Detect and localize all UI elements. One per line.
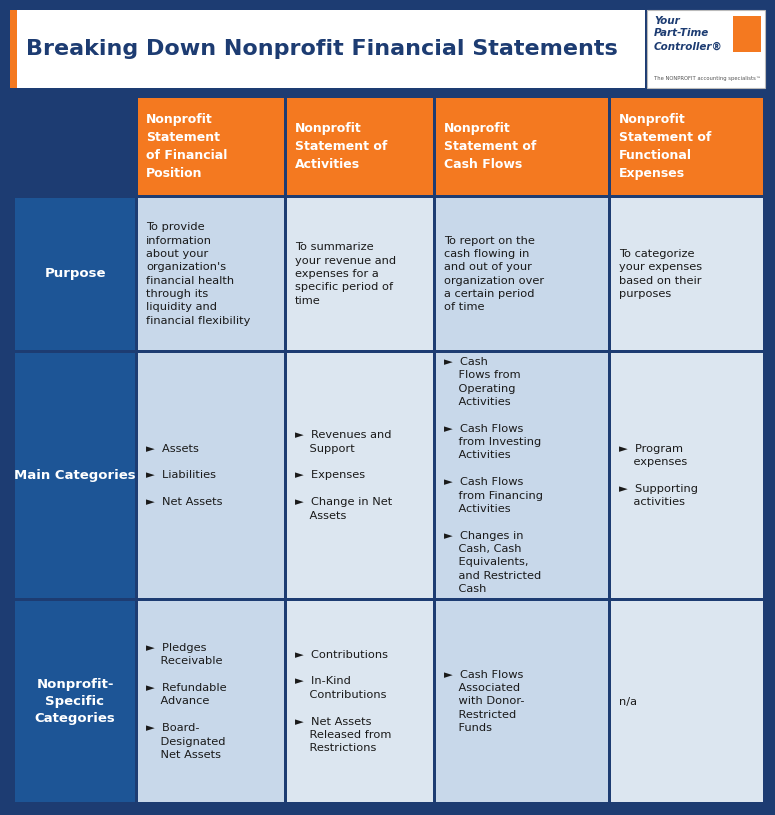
- Text: Breaking Down Nonprofit Financial Statements: Breaking Down Nonprofit Financial Statem…: [26, 39, 618, 59]
- Bar: [647, 10, 765, 88]
- Text: To provide
information
about your
organization's
financial health
through its
li: To provide information about your organi…: [146, 222, 250, 326]
- Bar: [287, 198, 433, 350]
- Bar: [15, 98, 135, 195]
- Text: Main Categories: Main Categories: [14, 469, 136, 482]
- Bar: [611, 601, 763, 802]
- Bar: [138, 353, 284, 598]
- Text: n/a: n/a: [619, 697, 637, 707]
- Text: Nonprofit
Statement
of Financial
Position: Nonprofit Statement of Financial Positio…: [146, 113, 227, 180]
- Text: ►  Cash Flows
    Associated
    with Donor-
    Restricted
    Funds: ► Cash Flows Associated with Donor- Rest…: [444, 670, 525, 734]
- Bar: [647, 10, 765, 88]
- Text: Nonprofit
Statement of
Cash Flows: Nonprofit Statement of Cash Flows: [444, 122, 536, 171]
- Bar: [611, 98, 763, 195]
- Bar: [138, 198, 284, 350]
- Text: Part-Time: Part-Time: [654, 28, 709, 38]
- Bar: [436, 353, 608, 598]
- Bar: [10, 10, 645, 88]
- Text: To summarize
your revenue and
expenses for a
specific period of
time: To summarize your revenue and expenses f…: [295, 242, 396, 306]
- Text: Nonprofit
Statement of
Activities: Nonprofit Statement of Activities: [295, 122, 388, 171]
- Text: Nonprofit-
Specific
Categories: Nonprofit- Specific Categories: [35, 678, 115, 725]
- Bar: [611, 198, 763, 350]
- Text: ►  Program
    expenses

►  Supporting
    activities: ► Program expenses ► Supporting activiti…: [619, 444, 698, 507]
- Bar: [611, 353, 763, 598]
- Bar: [436, 98, 608, 195]
- Bar: [15, 353, 135, 598]
- Text: The NONPROFIT accounting specialists™: The NONPROFIT accounting specialists™: [654, 76, 761, 81]
- Bar: [287, 353, 433, 598]
- Bar: [436, 198, 608, 350]
- Bar: [138, 601, 284, 802]
- Text: Purpose: Purpose: [44, 267, 105, 280]
- Text: To categorize
your expenses
based on their
purposes: To categorize your expenses based on the…: [619, 249, 702, 299]
- Bar: [436, 601, 608, 802]
- Text: ►  Pledges
    Receivable

►  Refundable
    Advance

►  Board-
    Designated
 : ► Pledges Receivable ► Refundable Advanc…: [146, 643, 226, 760]
- Text: ►  Cash
    Flows from
    Operating
    Activities

►  Cash Flows
    from Inve: ► Cash Flows from Operating Activities ►…: [444, 357, 543, 594]
- Bar: [287, 98, 433, 195]
- Text: Nonprofit
Statement of
Functional
Expenses: Nonprofit Statement of Functional Expens…: [619, 113, 711, 180]
- Bar: [15, 601, 135, 802]
- Bar: [287, 601, 433, 802]
- Text: ►  Assets

►  Liabilities

►  Net Assets: ► Assets ► Liabilities ► Net Assets: [146, 444, 222, 507]
- Bar: [15, 198, 135, 350]
- Text: Your: Your: [654, 16, 680, 26]
- Text: To report on the
cash flowing in
and out of your
organization over
a certain per: To report on the cash flowing in and out…: [444, 236, 544, 312]
- Text: ►  Contributions

►  In-Kind
    Contributions

►  Net Assets
    Released from
: ► Contributions ► In-Kind Contributions …: [295, 650, 391, 753]
- Bar: [733, 16, 761, 52]
- Bar: [10, 10, 17, 88]
- Bar: [138, 98, 284, 195]
- Text: Controller®: Controller®: [654, 42, 723, 52]
- Text: ►  Revenues and
    Support

►  Expenses

►  Change in Net
    Assets: ► Revenues and Support ► Expenses ► Chan…: [295, 430, 392, 521]
